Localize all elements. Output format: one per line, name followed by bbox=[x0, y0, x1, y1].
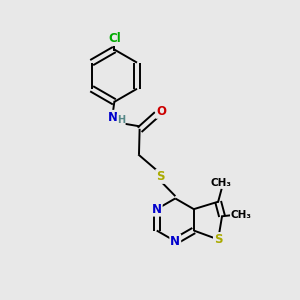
Text: S: S bbox=[156, 170, 165, 183]
Text: S: S bbox=[214, 233, 222, 246]
Text: N: N bbox=[170, 235, 180, 248]
Text: H: H bbox=[117, 115, 125, 125]
Text: CH₃: CH₃ bbox=[211, 178, 232, 188]
Text: CH₃: CH₃ bbox=[231, 210, 252, 220]
Text: O: O bbox=[156, 105, 166, 118]
Text: Cl: Cl bbox=[108, 32, 121, 45]
Text: N: N bbox=[152, 202, 162, 216]
Text: N: N bbox=[108, 111, 118, 124]
